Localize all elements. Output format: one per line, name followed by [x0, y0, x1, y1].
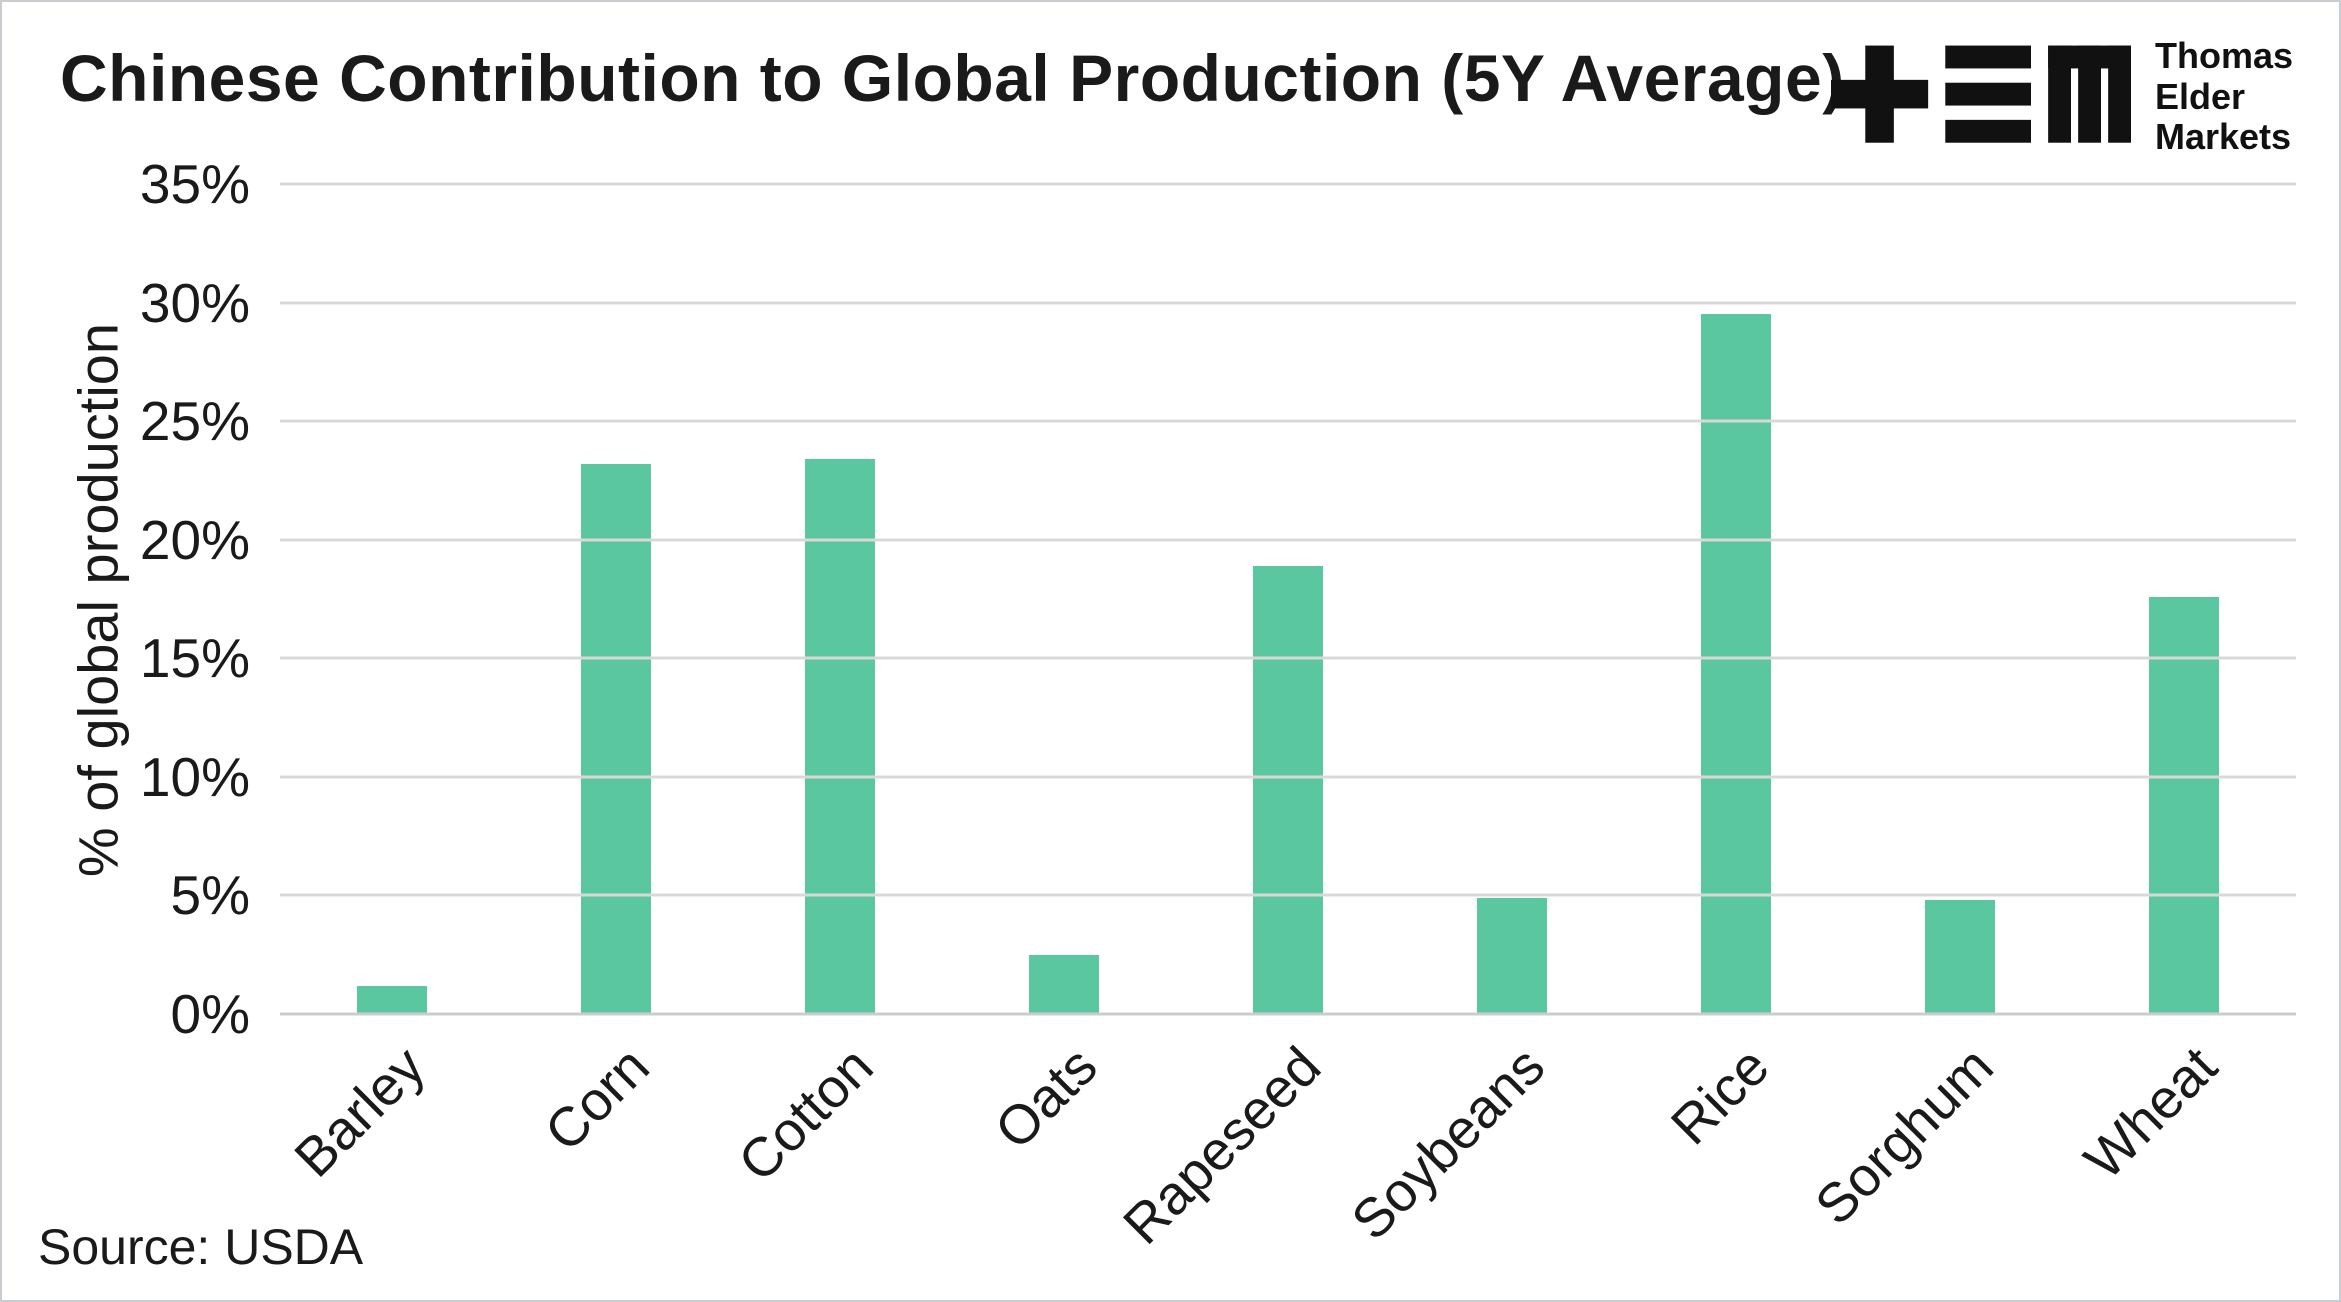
bar-corn	[581, 463, 651, 1014]
bar-slot-sorghum	[1848, 184, 2072, 1014]
y-axis-ticks: 0% 5% 10% 15% 20% 25% 30% 35%	[2, 153, 264, 1045]
gridline-0	[280, 1012, 2296, 1016]
bar-soybeans	[1477, 897, 1547, 1014]
gridline-20	[280, 538, 2296, 542]
y-tick-label-10: 10%	[139, 745, 250, 808]
gridline-5	[280, 893, 2296, 897]
y-tick-label-20: 20%	[139, 508, 250, 571]
x-tick-label-oats: Oats	[982, 1034, 1109, 1161]
x-slot-sorghum: Sorghum	[1803, 1014, 2072, 1264]
x-tick-label-barley: Barley	[282, 1034, 437, 1189]
bar-rice	[1701, 314, 1771, 1014]
gridline-35	[280, 182, 2296, 186]
bar-sorghum	[1925, 900, 1995, 1014]
source-note: Source: USDA	[38, 1219, 364, 1275]
x-slot-cotton: Cotton	[726, 1014, 952, 1264]
brand-line-1: Thomas	[2154, 35, 2293, 76]
chart-title: Chinese Contribution to Global Productio…	[60, 41, 1845, 115]
bar-rapeseed	[1253, 565, 1323, 1014]
thomas-elder-markets-logo: Thomas Elder Markets	[1830, 35, 2293, 158]
x-tick-label-corn: Corn	[532, 1034, 661, 1163]
tem-logo-icon	[1830, 41, 2131, 153]
x-slot-soybeans: Soybeans	[1340, 1014, 1624, 1264]
bar-wheat	[2149, 596, 2219, 1014]
bar-slot-cotton	[728, 184, 952, 1014]
y-tick-label-25: 25%	[139, 390, 250, 453]
y-tick-label-0: 0%	[170, 983, 251, 1045]
x-tick-label-wheat: Wheat	[2072, 1034, 2229, 1191]
y-tick-label-35: 35%	[139, 153, 250, 215]
x-tick-label-cotton: Cotton	[726, 1034, 885, 1194]
bar-slot-soybeans	[1400, 184, 1624, 1014]
gridline-25	[280, 419, 2296, 423]
bar-oats	[1029, 954, 1099, 1014]
x-slot-wheat: Wheat	[2072, 1014, 2296, 1264]
brand-line-2: Elder	[2154, 75, 2246, 117]
y-tick-label-15: 15%	[139, 627, 250, 690]
bar-slot-barley	[280, 184, 504, 1014]
x-axis-labels: Barley Corn Cotton Oats Rapeseed Soybeans Rice…	[280, 1014, 2296, 1264]
brand-line-3: Markets	[2154, 116, 2292, 158]
x-slot-corn: Corn	[504, 1014, 728, 1264]
bar-slot-rapeseed	[1176, 184, 1400, 1014]
bar-slot-rice	[1624, 184, 1848, 1014]
x-slot-rice: Rice	[1624, 1014, 1848, 1264]
brand-text: Thomas Elder Markets	[2154, 35, 2293, 158]
y-tick-label-30: 30%	[139, 271, 250, 334]
bar-barley	[357, 985, 427, 1014]
gridline-30	[280, 301, 2296, 305]
bar-slot-corn	[504, 184, 728, 1014]
gridline-10	[280, 775, 2296, 779]
x-tick-label-rice: Rice	[1658, 1034, 1781, 1157]
bar-slot-wheat	[2072, 184, 2296, 1014]
bar-slot-oats	[952, 184, 1176, 1014]
bar-series	[280, 184, 2296, 1014]
y-tick-label-5: 5%	[170, 864, 251, 927]
bar-cotton	[805, 459, 875, 1014]
plot-area	[280, 182, 2296, 1016]
gridline-15	[280, 656, 2296, 660]
